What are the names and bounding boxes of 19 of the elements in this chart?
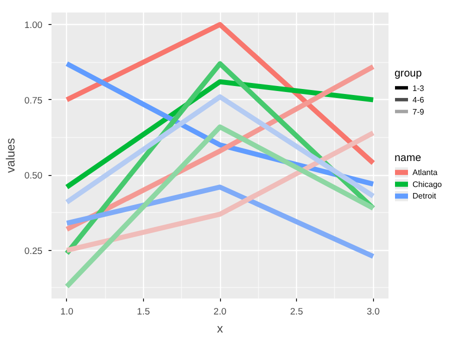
- legend-label: Chicago: [412, 180, 442, 189]
- text: 7-9: [412, 108, 425, 116]
- y-axis-title: values: [3, 138, 18, 173]
- legend-label: Detroit: [412, 192, 437, 201]
- y-tick-label: 0.25: [24, 246, 42, 256]
- text: 4-6: [412, 96, 425, 105]
- text: 1-3: [412, 84, 425, 93]
- legend-title: name: [394, 152, 422, 164]
- y-tick-label: 0.75: [24, 95, 42, 106]
- x-tick-label: 2.5: [290, 306, 304, 316]
- legend-label: Atlanta: [412, 168, 438, 177]
- x-tick-label: 1.0: [60, 306, 74, 316]
- text: group: [394, 67, 422, 80]
- y-tick-label: 0.50: [24, 170, 42, 181]
- y-tick-label: 1.00: [24, 20, 42, 30]
- x-axis-title: x: [217, 322, 223, 336]
- x-tick-label: 3.0: [366, 306, 380, 316]
- x-tick-label: 2.0: [214, 306, 226, 316]
- x-tick-label: 1.5: [136, 306, 150, 316]
